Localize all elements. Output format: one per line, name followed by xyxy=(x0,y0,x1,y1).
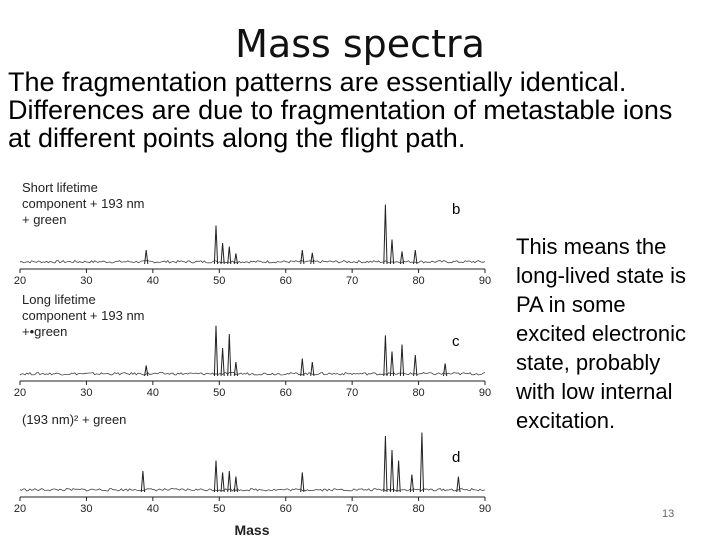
x-tick-label: 80 xyxy=(412,275,424,287)
spectrum-peak xyxy=(233,476,238,493)
x-tick-label: 60 xyxy=(280,387,292,399)
x-tick-label: 80 xyxy=(412,387,424,399)
x-tick-label: 40 xyxy=(147,275,159,287)
panel-label: b xyxy=(452,201,460,218)
spectrum-peak xyxy=(233,361,238,377)
conclusion-line: long-lived state is xyxy=(516,263,686,288)
spectrum-peak xyxy=(144,365,149,377)
page-number: 13 xyxy=(662,508,675,520)
x-tick-label: 30 xyxy=(80,387,92,399)
x-tick-label: 70 xyxy=(346,503,358,515)
x-tick-label: 90 xyxy=(479,503,491,515)
conclusion-text: This means the long-lived state is PA in… xyxy=(516,232,716,435)
spectrum-legend-line: Long lifetime xyxy=(22,292,96,307)
x-tick-label: 40 xyxy=(147,503,159,515)
spectrum-peak xyxy=(227,333,232,377)
intro-line: Differences are due to fragmentation of … xyxy=(8,95,673,125)
x-axis-label: Mass xyxy=(234,522,269,538)
x-tick-label: 20 xyxy=(14,503,26,515)
spectrum-peak xyxy=(383,335,388,377)
spectrum-peak xyxy=(300,249,305,265)
spectrum-peak xyxy=(140,470,145,493)
conclusion-line: This means the xyxy=(516,234,667,259)
spectrum-peak xyxy=(300,358,305,377)
x-tick-label: 60 xyxy=(280,275,292,287)
conclusion-line: excitation. xyxy=(516,408,616,433)
spectrum-baseline xyxy=(19,259,486,264)
spectrum-peak xyxy=(227,470,232,493)
spectrum-peak xyxy=(144,249,149,265)
spectrum-legend-line: (193 nm)² + green xyxy=(22,412,126,427)
spectrum-peak xyxy=(310,252,315,265)
slide-title: Mass spectra xyxy=(235,22,485,66)
spectrum-legend-line: component + 193 nm xyxy=(22,196,145,211)
x-tick-label: 60 xyxy=(280,503,292,515)
spectrum-peak xyxy=(213,225,219,265)
spectrum-legend-line: Short lifetime xyxy=(22,180,98,195)
conclusion-line: PA in some xyxy=(516,292,626,317)
spectrum-peak xyxy=(220,242,225,265)
spectrum-baseline xyxy=(19,487,486,492)
spectrum-peak xyxy=(443,363,448,377)
panel-label: d xyxy=(452,449,460,466)
spectrum-legend-line: component + 193 nm xyxy=(22,308,145,323)
spectrum-peak xyxy=(300,472,305,493)
conclusion-line: with low internal xyxy=(516,379,673,404)
x-tick-label: 30 xyxy=(80,275,92,287)
x-tick-label: 70 xyxy=(346,275,358,287)
x-tick-label: 30 xyxy=(80,503,92,515)
spectrum-peak xyxy=(419,432,424,493)
spectrum-peak xyxy=(310,361,315,377)
spectrum-peak xyxy=(227,246,232,265)
spectrum-peak xyxy=(233,253,238,265)
spectrum-peak xyxy=(213,460,219,493)
spectrum-peak xyxy=(399,344,405,377)
spectrum-peak xyxy=(389,449,395,493)
spectrum-peak xyxy=(389,239,395,265)
spectrum-peak xyxy=(383,204,388,265)
x-tick-label: 20 xyxy=(14,387,26,399)
x-tick-label: 90 xyxy=(479,387,491,399)
intro-line: at different points along the flight pat… xyxy=(8,123,466,153)
x-tick-label: 50 xyxy=(213,387,225,399)
intro-text: The fragmentation patterns are essential… xyxy=(8,68,718,152)
spectrum-legend-line: + green xyxy=(22,212,66,227)
spectrum-peak xyxy=(383,435,388,493)
spectrum-peak xyxy=(220,472,225,493)
spectrum-baseline xyxy=(19,371,486,376)
spectrum-legend-line: +•green xyxy=(22,324,67,339)
spectrum-peak xyxy=(413,354,418,377)
spectrum-peak xyxy=(220,347,225,377)
spectrum-peak xyxy=(396,460,401,493)
intro-line: The fragmentation patterns are essential… xyxy=(8,67,627,97)
spectrum-peak xyxy=(213,325,219,377)
conclusion-line: state, probably xyxy=(516,350,661,375)
panel-label: c xyxy=(452,333,460,350)
x-tick-label: 80 xyxy=(412,503,424,515)
conclusion-line: excited electronic xyxy=(516,321,686,346)
x-tick-label: 90 xyxy=(479,275,491,287)
x-tick-label: 50 xyxy=(213,503,225,515)
spectrum-peak xyxy=(389,351,395,377)
x-tick-label: 20 xyxy=(14,275,26,287)
x-tick-label: 40 xyxy=(147,387,159,399)
spectrum-peak xyxy=(413,249,418,265)
spectrum-peak xyxy=(456,476,461,493)
x-tick-label: 50 xyxy=(213,275,225,287)
spectrum-peak xyxy=(399,251,405,265)
x-tick-label: 70 xyxy=(346,387,358,399)
spectrum-peak xyxy=(409,474,414,493)
